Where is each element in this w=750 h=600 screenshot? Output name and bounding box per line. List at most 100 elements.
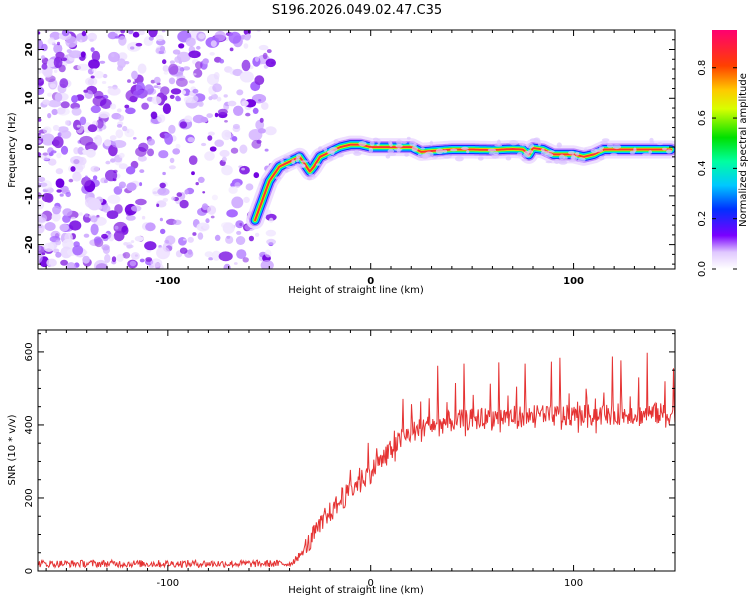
ridge-speckle [584,148,588,152]
noise-blob [188,155,198,165]
ridge-speckle [509,140,519,146]
noise-blob [171,196,176,201]
noise-blob [65,120,70,126]
snr-y-tick-label: 0 [24,568,35,574]
ridge-speckle [284,168,289,173]
noise-blob [157,114,166,123]
ridge-speckle [521,158,528,162]
noise-blob [60,101,70,109]
noise-blob [38,213,48,223]
noise-blob [211,250,222,261]
noise-blob [235,236,246,245]
noise-blob [125,210,132,216]
noise-blob [62,214,71,223]
noise-blob [153,85,159,88]
noise-blob [44,222,56,231]
noise-blob [169,157,175,164]
snr-panel: -100 0 100 0 200 400 600 Height of straight li… [7,329,676,596]
ridge-speckle [409,140,417,147]
snr-ticks: -100 0 100 0 200 400 600 [24,330,676,589]
noise-blob [168,63,179,75]
noise-blob [58,64,66,73]
ridge-speckle [666,149,672,154]
noise-blob [184,189,189,195]
noise-blob [68,50,83,59]
noise-blob [126,182,137,191]
noise-blob [78,212,83,216]
ridge-speckle [283,155,291,159]
noise-blobs [38,30,277,269]
noise-blob [197,232,204,240]
noise-blob [148,36,154,41]
noise-blob [169,60,175,65]
noise-blob [252,107,259,114]
noise-blob [223,263,231,269]
noise-blob [216,96,222,102]
noise-blob [140,95,145,99]
ridge-speckle [598,155,605,161]
ridge-speckle [455,156,464,162]
noise-blob [116,254,124,262]
ridge-speckle [421,153,431,158]
ridge-speckle [529,138,539,143]
colorbar: 0.0 0.2 0.4 0.6 0.8 Normalized spectral ampl… [697,30,749,277]
noise-blob [116,124,123,128]
noise-blob [48,158,57,166]
ridge-speckle [442,155,452,159]
noise-blob [172,148,181,155]
noise-blob [243,196,250,203]
snr-y-tick-label: 400 [24,415,35,434]
noise-blob [131,70,138,80]
noise-blob [159,217,163,222]
noise-blob [135,42,143,47]
noise-blob [245,112,251,117]
noise-blob [72,171,82,182]
noise-blob [149,262,164,269]
ridge-speckle [629,150,636,155]
noise-blob [214,112,219,118]
noise-blob [41,133,55,146]
ridge-speckle [610,152,618,156]
noise-blob [122,125,128,132]
ridge-speckle [300,160,309,163]
noise-blob [85,148,96,158]
noise-blob [137,155,147,162]
noise-blob [139,169,145,174]
noise-blob [157,187,170,196]
noise-blob [125,166,136,175]
ridge-speckle [333,139,339,144]
ridge-speckle [477,156,484,161]
noise-blob [92,68,97,73]
noise-blob [104,254,111,263]
noise-blob [120,30,126,34]
noise-blob [56,152,62,159]
noise-blob [188,80,195,84]
ridge-speckle [369,140,375,147]
signal-ridge [246,135,675,230]
noise-blob [163,71,169,75]
noise-blob [196,222,210,232]
noise-blob [221,129,232,141]
noise-blob [110,158,116,163]
ridge-speckle [656,142,663,146]
ridge-speckle [308,173,315,177]
ridge-speckle [396,139,403,145]
noise-blob [137,63,147,74]
noise-blob [59,223,69,232]
noise-blob [70,156,83,166]
ridge-speckle [323,146,328,152]
noise-blob [41,63,48,70]
spectrogram-y-tick-label: -10 [24,187,35,205]
spectrogram-y-label: Frequency (Hz) [7,112,18,188]
snr-x-tick-label: 0 [368,578,374,589]
noise-blob [125,215,136,221]
noise-blob [202,58,209,65]
ridge-speckle [545,160,553,164]
noise-blob [131,252,140,260]
noise-blob [55,168,64,175]
noise-blob [124,128,135,138]
ridge-speckle [496,139,501,146]
noise-blob [211,194,218,201]
noise-blob [93,90,104,99]
